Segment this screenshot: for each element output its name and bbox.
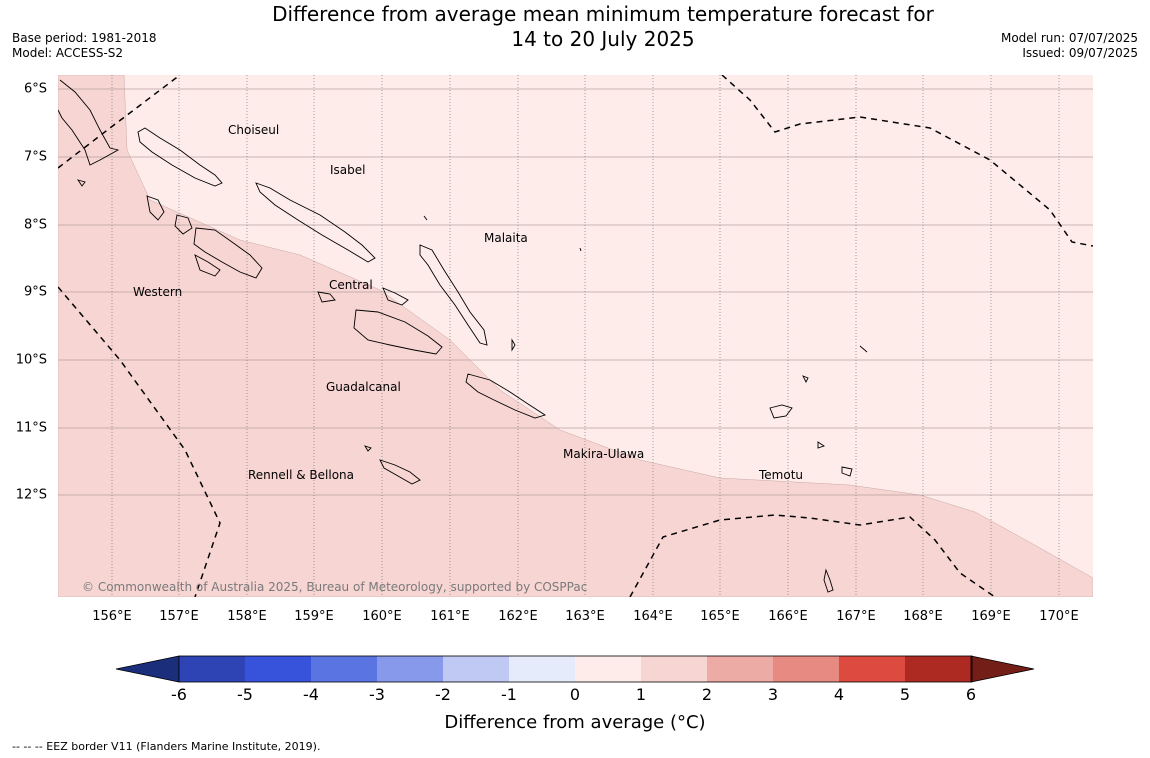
colorbar-tick: 0	[570, 685, 580, 704]
province-label-central: Central	[329, 278, 373, 292]
colorbar-swatch	[179, 656, 246, 682]
lon-label: 162°E	[498, 609, 538, 624]
colorbar-extend-high	[970, 655, 1035, 683]
lon-label: 160°E	[362, 609, 402, 624]
model-name: Model: ACCESS-S2	[12, 46, 124, 60]
lon-label: 163°E	[565, 609, 605, 624]
colorbar-tick: 3	[768, 685, 778, 704]
issued-date: Issued: 09/07/2025	[1022, 46, 1138, 60]
island-coastlines	[58, 79, 868, 593]
colorbar-tick: -5	[237, 685, 253, 704]
colorbar-tick: 6	[966, 685, 976, 704]
lat-label: 12°S	[16, 488, 47, 503]
lat-label: 6°S	[24, 82, 47, 97]
chart-title: Difference from average mean minimum tem…	[0, 2, 1150, 52]
colorbar-tick: -2	[435, 685, 451, 704]
colorbar-tick: 5	[900, 685, 910, 704]
colorbar-swatch	[575, 656, 642, 682]
latitude-labels: 6°S 7°S 8°S 9°S 10°S 11°S 12°S	[16, 82, 47, 503]
colorbar-extend-low	[115, 655, 180, 683]
lon-label: 156°E	[92, 609, 132, 624]
map-area: Choiseul Isabel Malaita Western Central …	[58, 75, 1093, 597]
colorbar-tick: -1	[501, 685, 517, 704]
title-line-2: 14 to 20 July 2025	[511, 27, 695, 51]
province-label-temotu: Temotu	[758, 468, 803, 482]
colorbar-tick: -4	[303, 685, 319, 704]
lon-label: 168°E	[903, 609, 943, 624]
colorbar-frame	[178, 655, 973, 683]
colorbar-swatch	[245, 656, 312, 682]
eez-footnote: -- -- -- EEZ border V11 (Flanders Marine…	[12, 740, 321, 753]
copyright-notice: © Commonwealth of Australia 2025, Bureau…	[82, 580, 587, 594]
forecast-meta-left: Base period: 1981-2018 Model: ACCESS-S2	[12, 31, 157, 61]
anomaly-1-2-region	[58, 75, 1093, 597]
lon-label: 161°E	[430, 609, 470, 624]
lon-label: 165°E	[700, 609, 740, 624]
lon-label: 169°E	[971, 609, 1011, 624]
lon-label: 167°E	[836, 609, 876, 624]
province-label-choiseul: Choiseul	[228, 123, 279, 137]
lat-label: 11°S	[16, 421, 47, 436]
colorbar-swatch	[509, 656, 576, 682]
lat-gridlines	[58, 88, 1093, 496]
lat-label: 8°S	[24, 218, 47, 233]
colorbar-swatch	[443, 656, 510, 682]
model-run: Model run: 07/07/2025	[1000, 31, 1138, 45]
lat-label: 7°S	[24, 150, 47, 165]
colorbar-swatch	[707, 656, 774, 682]
province-label-isabel: Isabel	[330, 163, 365, 177]
province-label-rennell-bellona: Rennell & Bellona	[248, 468, 354, 482]
lat-label: 10°S	[16, 353, 47, 368]
province-label-malaita: Malaita	[484, 231, 528, 245]
colorbar-swatch	[905, 656, 972, 682]
lon-label: 159°E	[294, 609, 334, 624]
colorbar-tick-labels: -6 -5 -4 -3 -2 -1 0 1 2 3 4 5 6	[171, 685, 976, 704]
forecast-meta-right: Model run: 07/07/2025 Issued: 09/07/2025	[1001, 31, 1138, 61]
colorbar-tick: 4	[834, 685, 844, 704]
lon-label: 166°E	[768, 609, 808, 624]
colorbar-tick: 2	[702, 685, 712, 704]
colorbar-tick: -3	[369, 685, 385, 704]
colorbar-swatch	[773, 656, 840, 682]
longitude-labels: 156°E 157°E 158°E 159°E 160°E 161°E 162°…	[92, 609, 1079, 624]
province-label-guadalcanal: Guadalcanal	[326, 380, 401, 394]
colorbar-tick: -6	[171, 685, 187, 704]
lat-label: 9°S	[24, 285, 47, 300]
title-line-1: Difference from average mean minimum tem…	[272, 2, 934, 26]
colorbar-swatch	[839, 656, 906, 682]
colorbar-swatches	[115, 655, 1035, 683]
lon-label: 164°E	[633, 609, 673, 624]
province-label-makira-ulawa: Makira-Ulawa	[563, 447, 644, 461]
lon-label: 158°E	[227, 609, 267, 624]
eez-borders	[58, 75, 1093, 597]
province-labels: Choiseul Isabel Malaita Western Central …	[133, 123, 803, 482]
colorbar-swatch	[311, 656, 378, 682]
colorbar: -6 -5 -4 -3 -2 -1 0 1 2 3 4 5 6 Differen…	[115, 655, 1035, 733]
province-label-western: Western	[133, 285, 182, 299]
colorbar-swatch	[641, 656, 708, 682]
colorbar-tick: 1	[636, 685, 646, 704]
colorbar-swatch	[377, 656, 444, 682]
base-period: Base period: 1981-2018	[12, 31, 157, 45]
lon-label: 170°E	[1039, 609, 1079, 624]
lon-gridlines	[111, 75, 1060, 597]
colorbar-label: Difference from average (°C)	[444, 712, 705, 733]
lon-label: 157°E	[159, 609, 199, 624]
